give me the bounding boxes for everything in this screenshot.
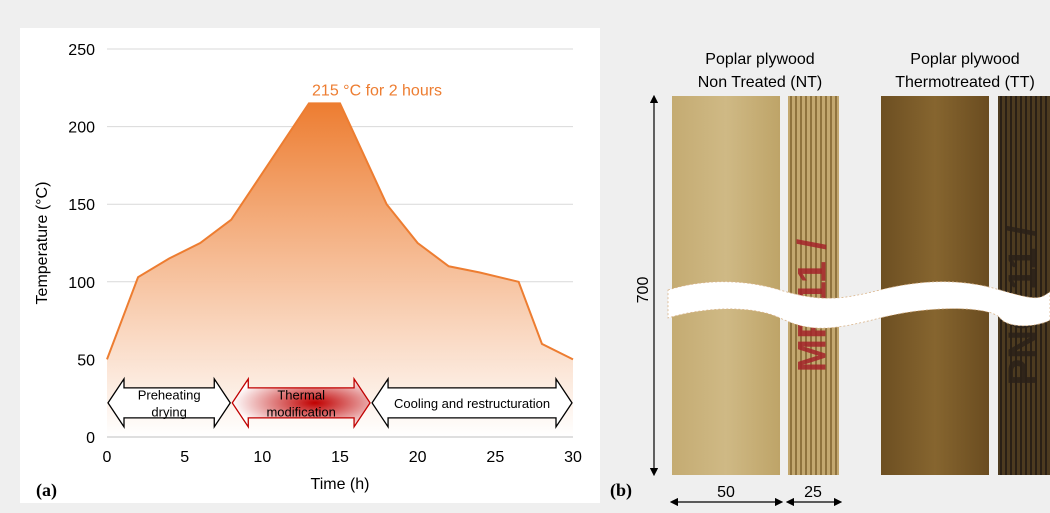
panel-a-label: (a)	[36, 480, 57, 501]
x-tick-label: 5	[180, 449, 189, 466]
y-tick-label: 200	[68, 120, 95, 137]
phase-label: Preheating	[138, 387, 201, 402]
sample-edge	[788, 96, 839, 475]
x-tick-label: 25	[486, 449, 504, 466]
temperature-chart: 0 50 100 150 200 250 0 5 10 15 20 25 30 215 °C for 2 …	[34, 42, 582, 493]
panel-b-label: (b)	[610, 480, 632, 501]
sample-title: Poplar plywood	[910, 51, 1019, 68]
y-axis-label: Temperature (°C)	[34, 182, 51, 305]
x-tick-label: 0	[103, 449, 112, 466]
y-tick-label: 250	[68, 42, 95, 59]
x-tick-label: 20	[409, 449, 427, 466]
height-dimension-label: 700	[635, 277, 652, 304]
y-tick-label: 100	[68, 275, 95, 292]
sample-title: Poplar plywood	[705, 51, 814, 68]
break-band	[667, 281, 1050, 329]
y-tick-label: 0	[86, 430, 95, 447]
phase-label: drying	[151, 404, 186, 419]
phase-label: Cooling and restructuration	[394, 396, 550, 411]
sample-edge	[998, 96, 1050, 475]
phase-label: Thermal	[277, 387, 325, 402]
y-tick-label: 50	[77, 352, 95, 369]
temperature-line	[106, 102, 574, 361]
temperature-area	[107, 103, 573, 437]
x-tick-label: 10	[253, 449, 271, 466]
width-dimension-label: 50	[717, 484, 735, 501]
phase-label: modification	[266, 404, 335, 419]
thickness-dimension-label: 25	[804, 484, 822, 501]
phase-arrow	[107, 376, 232, 430]
annotation-label: 215 °C for 2 hours	[312, 82, 442, 99]
phase-arrow	[371, 376, 573, 430]
x-tick-label: 30	[564, 449, 582, 466]
y-tick-label: 150	[68, 197, 95, 214]
sample-title: Non Treated (NT)	[698, 74, 822, 91]
sample-title: Thermotreated (TT)	[895, 74, 1035, 91]
phase-arrow	[231, 376, 371, 430]
x-tick-label: 15	[331, 449, 349, 466]
x-axis-label: Time (h)	[311, 476, 370, 493]
